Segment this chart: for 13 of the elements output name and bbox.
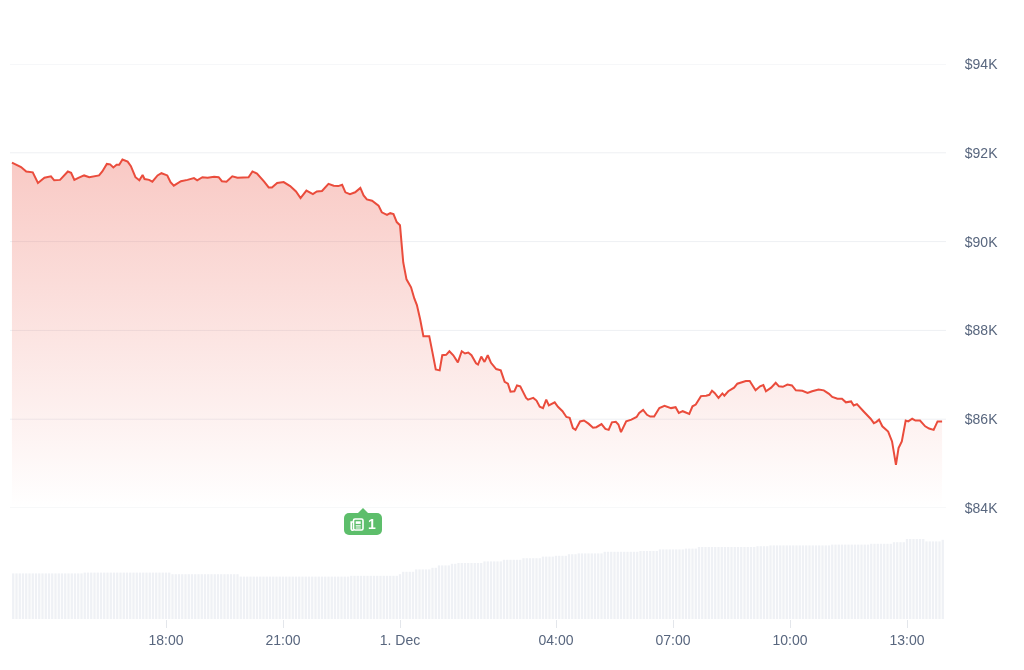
x-tick-label: 10:00 bbox=[772, 631, 808, 648]
y-tick-label: $90K bbox=[964, 233, 999, 250]
x-tick-label: 18:00 bbox=[148, 631, 184, 648]
x-tick-label: 04:00 bbox=[538, 631, 574, 648]
x-tick-label: 07:00 bbox=[655, 631, 691, 648]
y-tick-label: $84K bbox=[964, 499, 999, 516]
y-tick-label: $94K bbox=[964, 55, 999, 72]
x-tick-label: 1. Dec bbox=[379, 631, 421, 648]
y-tick-label: $88K bbox=[964, 322, 999, 339]
y-tick-label: $86K bbox=[964, 411, 999, 428]
x-tick-label: 21:00 bbox=[265, 631, 301, 648]
x-tick-label: 13:00 bbox=[889, 631, 925, 648]
y-tick-label: $92K bbox=[964, 144, 999, 161]
